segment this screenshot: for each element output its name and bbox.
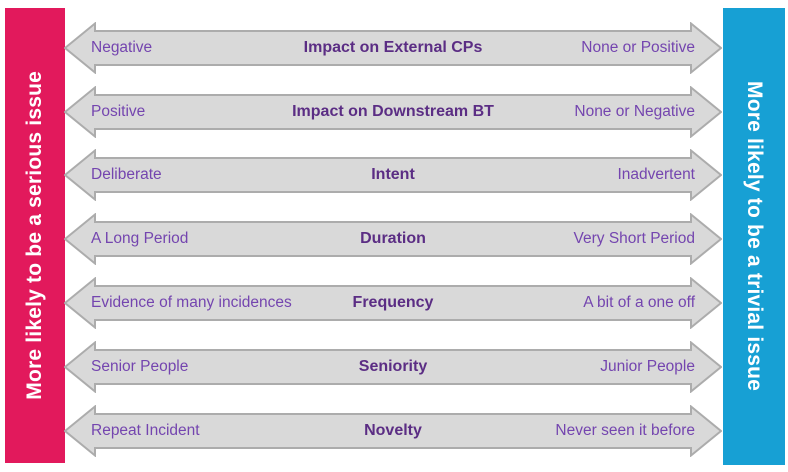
trivial-end-label: None or Positive	[581, 39, 695, 56]
arrow-labels: Evidence of many incidences Frequency A …	[64, 277, 722, 329]
criterion-title: Frequency	[352, 294, 434, 311]
criterion-title: Duration	[360, 230, 426, 247]
arrow-labels: Senior People Seniority Junior People	[64, 341, 722, 393]
arrow-labels: Positive Impact on Downstream BT None or…	[64, 86, 722, 138]
double-arrow-icon	[64, 341, 722, 393]
serious-end-label: Evidence of many incidences	[91, 294, 292, 311]
criterion-title: Impact on External CPs	[303, 39, 483, 56]
arrow-labels: Repeat Incident Novelty Never seen it be…	[64, 405, 722, 457]
criterion-row-impact-external-cps: Negative Impact on External CPs None or …	[64, 22, 722, 74]
trivial-issue-bar: More likely to be a trivial issue	[723, 8, 785, 465]
arrow-labels: Negative Impact on External CPs None or …	[64, 22, 722, 74]
criterion-row-impact-downstream-bt: Positive Impact on Downstream BT None or…	[64, 86, 722, 138]
serious-end-label: Senior People	[91, 358, 189, 375]
double-arrow-icon	[64, 86, 722, 138]
arrow-labels: A Long Period Duration Very Short Period	[64, 213, 722, 265]
criterion-title: Novelty	[364, 422, 422, 439]
trivial-end-label: A bit of a one off	[583, 294, 695, 311]
double-arrow-icon	[64, 277, 722, 329]
double-arrow-icon	[64, 149, 722, 201]
criterion-title: Seniority	[358, 358, 428, 375]
trivial-end-label: Very Short Period	[573, 230, 695, 247]
serious-end-label: Repeat Incident	[91, 422, 200, 439]
double-arrow-icon	[64, 22, 722, 74]
serious-end-label: A Long Period	[91, 230, 189, 247]
trivial-end-label: Junior People	[600, 358, 695, 375]
serious-end-label: Negative	[91, 39, 153, 56]
criterion-title: Impact on Downstream BT	[292, 103, 494, 120]
criterion-row-duration: A Long Period Duration Very Short Period	[64, 213, 722, 265]
criterion-title: Intent	[371, 166, 415, 183]
double-arrow-icon	[64, 405, 722, 457]
serious-end-label: Deliberate	[91, 166, 162, 183]
criterion-row-frequency: Evidence of many incidences Frequency A …	[64, 277, 722, 329]
serious-issue-label: More likely to be a serious issue	[23, 71, 46, 400]
double-arrow-icon	[64, 213, 722, 265]
trivial-issue-label: More likely to be a trivial issue	[743, 81, 766, 392]
serious-issue-bar: More likely to be a serious issue	[5, 8, 65, 463]
trivial-end-label: Never seen it before	[555, 422, 695, 439]
arrow-labels: Deliberate Intent Inadvertent	[64, 149, 722, 201]
criterion-row-novelty: Repeat Incident Novelty Never seen it be…	[64, 405, 722, 457]
trivial-end-label: Inadvertent	[617, 166, 695, 183]
trivial-end-label: None or Negative	[574, 103, 695, 120]
serious-end-label: Positive	[91, 103, 146, 120]
criterion-row-intent: Deliberate Intent Inadvertent	[64, 149, 722, 201]
criterion-row-seniority: Senior People Seniority Junior People	[64, 341, 722, 393]
